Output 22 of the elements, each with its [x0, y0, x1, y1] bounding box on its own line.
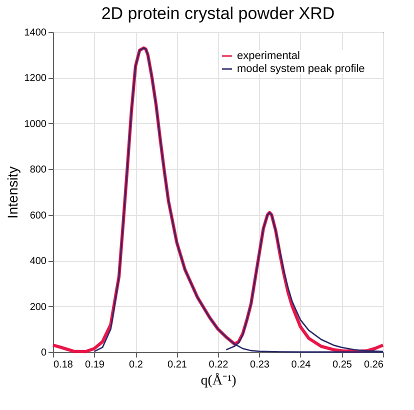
y-tick-label: 0: [40, 348, 47, 358]
x-tick-label: 0.22: [208, 360, 229, 370]
x-tick-label: 0.25: [332, 360, 352, 370]
x-axis-title: q(Å⁻¹): [200, 372, 237, 388]
x-tick-label: 0.23: [250, 360, 270, 370]
y-tick-label: 1400: [24, 28, 47, 38]
y-tick-label: 1000: [24, 118, 47, 130]
y-tick-label: 1200: [24, 73, 47, 84]
y-tick-label: 600: [30, 210, 47, 222]
y-axis-title: Intensity: [4, 166, 20, 219]
x-tick-label: 0.24: [291, 360, 312, 370]
legend-label: model system peak profile: [237, 63, 365, 75]
x-tick-label: 0.19: [85, 360, 105, 370]
x-tick-label: 0.18: [54, 360, 74, 370]
y-tick-label: 200: [30, 302, 47, 313]
x-tick-label: 0.2: [129, 360, 144, 370]
x-tick-label: 0.21: [168, 360, 188, 370]
legend-label: experimental: [237, 50, 300, 62]
chart-title: 2D protein crystal powder XRD: [101, 4, 335, 23]
y-tick-label: 400: [30, 256, 47, 268]
x-tick-label: 0.26: [364, 360, 384, 370]
y-tick-label: 800: [30, 164, 47, 176]
